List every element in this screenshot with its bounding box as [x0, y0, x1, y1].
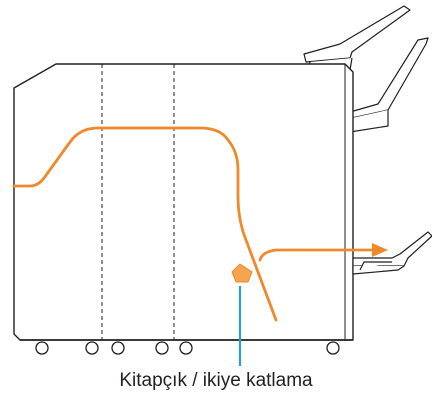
booklet-output-tray [352, 231, 432, 275]
paper-path-main [12, 126, 278, 322]
booklet-fold-label: Kitapçık / ikiye katlama [119, 370, 313, 391]
output-arrow-icon [372, 243, 388, 257]
paper-path-branch [258, 248, 376, 262]
module-divisions [101, 64, 175, 340]
finisher-cabinet [13, 63, 354, 341]
caster-wheel-icon [35, 341, 340, 355]
middle-output-tray [349, 37, 429, 133]
orange-pentagon-marker [231, 263, 253, 283]
